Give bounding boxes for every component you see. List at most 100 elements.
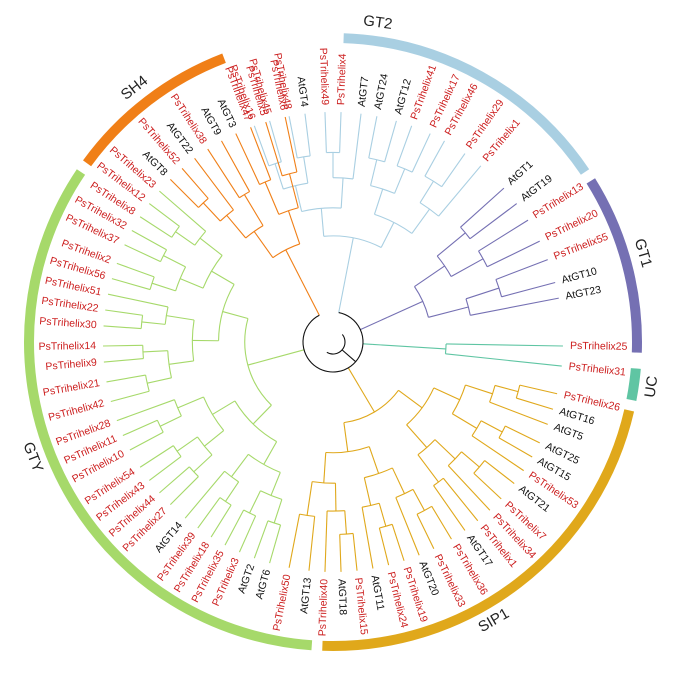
- leaf-label: PsTrihelix14: [39, 340, 97, 353]
- branch-tip: [116, 262, 155, 278]
- branch-arc: [283, 182, 308, 190]
- branch-tip: [516, 397, 554, 410]
- branch-stem: [147, 377, 172, 384]
- branch-stem: [436, 232, 466, 257]
- clade-ring-sh4: [83, 53, 226, 167]
- branch-stem: [373, 188, 384, 215]
- branch-arc: [473, 460, 486, 474]
- branch-stem: [411, 208, 431, 234]
- branch-stem: [176, 436, 198, 452]
- branch-stem: [387, 300, 424, 318]
- branch-stem: [303, 156, 309, 184]
- branch-stem: [288, 173, 299, 208]
- branch-stem: [287, 210, 301, 245]
- clade-stem: [273, 349, 305, 359]
- branch-arc: [478, 250, 488, 268]
- leaf-label: PsTrihelix40: [316, 579, 330, 637]
- branch-stem: [177, 396, 204, 409]
- branch-stem: [323, 452, 327, 483]
- branch-stem: [151, 282, 176, 292]
- leaf-label: AtGT23: [564, 284, 602, 303]
- clade-ring-gty: [24, 169, 313, 651]
- branch-stem: [142, 350, 168, 353]
- branch-stem: [465, 384, 493, 395]
- branch-arc: [142, 345, 144, 359]
- clade-ring-uc: [626, 368, 641, 401]
- leaf-label: PsTrihelix31: [568, 361, 626, 379]
- branch-tip: [446, 343, 563, 347]
- leaf-label: AtGT1: [505, 158, 536, 187]
- branch-arc: [219, 497, 232, 506]
- branch-tip: [110, 390, 150, 403]
- branch-arc: [396, 165, 413, 173]
- branch-arc: [515, 384, 521, 399]
- branch-stem: [226, 214, 247, 239]
- branch-stem: [243, 194, 264, 226]
- branch-arc: [465, 298, 471, 316]
- branch-stem: [359, 386, 375, 413]
- branch-stem: [222, 311, 249, 320]
- branch-stem: [166, 315, 195, 321]
- branch-stem: [343, 422, 349, 452]
- branch-tip: [139, 216, 173, 238]
- leaf-label: PsTrihelix9: [45, 356, 98, 372]
- leaf-label: PsTrihelix15: [352, 577, 370, 635]
- branch-stem: [294, 185, 303, 212]
- branch-tip: [495, 259, 548, 280]
- branch-tip: [269, 120, 282, 162]
- branch-stem: [419, 180, 434, 203]
- branch-tip: [352, 113, 362, 179]
- branch-arc: [243, 509, 256, 517]
- branch-tip: [111, 278, 151, 291]
- branch-stem: [168, 360, 194, 365]
- branch-stem: [428, 306, 469, 318]
- root-arc: [302, 312, 364, 373]
- branch-tip: [107, 293, 169, 308]
- branch-stem: [465, 287, 500, 300]
- branch-stem: [199, 237, 223, 256]
- branch-tip: [339, 112, 342, 153]
- branch-tip: [103, 344, 143, 347]
- branch-tip: [253, 125, 270, 167]
- branch-stem: [344, 510, 347, 535]
- branch-tip: [478, 219, 529, 252]
- branch-arc: [198, 198, 209, 208]
- branch-tip: [447, 465, 491, 511]
- branch-tip: [194, 157, 234, 211]
- branch-stem: [461, 451, 480, 468]
- branch-arc: [248, 453, 281, 473]
- branch-stem: [225, 481, 240, 502]
- branch-arc: [495, 279, 503, 297]
- branch-stem: [231, 454, 249, 478]
- leaf-label: PsTrihelix25: [570, 340, 628, 353]
- branch-arc: [460, 226, 471, 240]
- leaf-label: PsTrihelix22: [41, 295, 100, 315]
- branch-arc: [424, 175, 443, 188]
- clade-label-gt2: GT2: [362, 12, 393, 33]
- leaf-label: AtGT24: [372, 73, 391, 111]
- branch-tip: [105, 309, 143, 316]
- branch-tip: [103, 358, 144, 363]
- clade-label-gt1: GT1: [631, 237, 655, 270]
- branch-stem: [249, 490, 261, 514]
- branch-tip: [197, 497, 221, 529]
- branch-stem: [193, 454, 213, 473]
- branch-tip: [169, 476, 199, 506]
- branch-arc: [312, 481, 336, 484]
- branch-stem: [370, 159, 378, 186]
- leaf-label: AtGT5: [552, 421, 585, 443]
- branch-stem: [380, 222, 395, 248]
- leaf-label: PsTrihelix4: [335, 53, 349, 105]
- branch-arc: [364, 467, 393, 479]
- branch-arc: [406, 387, 435, 426]
- branch-arc: [471, 420, 482, 437]
- branch-tip: [416, 514, 435, 549]
- clade-ring-sip1: [322, 409, 635, 651]
- branch-tip: [139, 445, 174, 468]
- branch-tip: [484, 460, 515, 485]
- branch-stem: [340, 177, 344, 209]
- branch-stem: [434, 439, 456, 460]
- branch-tip: [235, 133, 261, 185]
